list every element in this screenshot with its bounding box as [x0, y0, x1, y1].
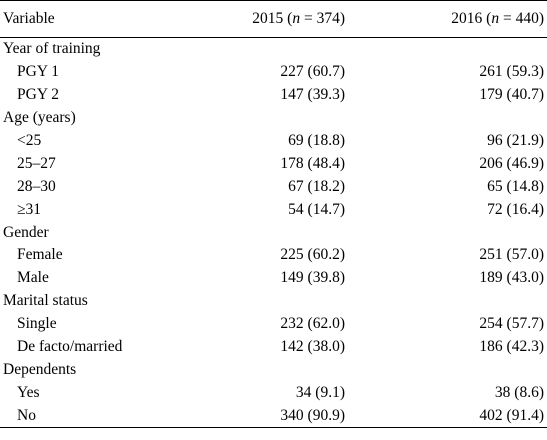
row-label: <25: [17, 132, 42, 149]
header-2016-count: = 440): [499, 10, 544, 27]
table-row: De facto/married 142 (38.0) 186 (42.3): [0, 336, 547, 359]
cell-2016: [351, 107, 547, 130]
row-label: Yes: [17, 383, 40, 401]
cell-2015: 340 (90.9): [223, 404, 351, 429]
cell-2016: [351, 290, 547, 313]
header-2016-n: n: [491, 10, 500, 27]
row-label: PGY 2: [17, 86, 60, 104]
table-row: <25 69 (18.8) 96 (21.9): [0, 130, 547, 153]
table-row: Female 225 (60.2) 251 (57.0): [0, 244, 547, 267]
row-label: No: [0, 404, 223, 429]
category-row: Age (years): [0, 107, 547, 130]
category-label: Marital status: [3, 292, 88, 310]
category-row: Gender: [0, 221, 547, 244]
row-label: Male: [17, 269, 49, 287]
cell-2016: [351, 358, 547, 381]
header-2015-count: = 374): [300, 10, 345, 27]
header-row: Variable 2015 (n = 374) 2016 (n = 440): [0, 0, 547, 38]
cell-2015: 227 (60.7): [280, 63, 345, 81]
cell-2016: 206 (46.9): [479, 154, 544, 172]
cell-2015: [223, 221, 351, 244]
header-variable: Variable: [0, 0, 223, 38]
table-body: Year of training PGY 1 227 (60.7) 261 (59.3…: [0, 38, 547, 429]
category-label: Year of training: [3, 40, 101, 58]
cell-2015: 225 (60.2): [280, 246, 345, 264]
cell-2015: [223, 38, 351, 61]
category-row: Year of training: [0, 38, 547, 61]
cell-2016: 251 (57.0): [479, 246, 544, 264]
row-label: PGY 1: [17, 63, 60, 81]
cell-2016: 261 (59.3): [479, 63, 544, 81]
header-2015-year: 2015 (: [252, 10, 293, 27]
table-row: Single 232 (62.0) 254 (57.7): [0, 313, 547, 336]
table-row: 28–30 67 (18.2) 65 (14.8): [0, 175, 547, 198]
table-row: PGY 1 227 (60.7) 261 (59.3): [0, 61, 547, 84]
table-header: Variable 2015 (n = 374) 2016 (n = 440): [0, 0, 547, 38]
cell-2015: 147 (39.3): [280, 86, 345, 104]
cell-2015: 34 (9.1): [295, 383, 345, 401]
row-label: Single: [17, 315, 57, 333]
cell-2015: [223, 107, 351, 130]
header-2015: 2015 (n = 374): [223, 0, 351, 38]
table-row: No 340 (90.9) 402 (91.4): [0, 404, 547, 429]
row-label: 28–30: [17, 177, 56, 195]
category-label: Age (years): [3, 109, 76, 127]
cell-2016: 96 (21.9): [487, 132, 544, 149]
cell-2016: [351, 221, 547, 244]
row-label: Female: [17, 246, 63, 264]
cell-2016: 254 (57.7): [479, 315, 544, 333]
category-label: Gender: [3, 223, 49, 241]
cell-2015: 142 (38.0): [280, 338, 345, 356]
cell-2016: 179 (40.7): [479, 86, 544, 104]
cell-2015: 69 (18.8): [288, 132, 345, 149]
cell-2016: 38 (8.6): [494, 383, 544, 401]
cell-2016: [351, 38, 547, 61]
cell-2015: 178 (48.4): [280, 154, 345, 172]
cell-2015: 54 (14.7): [288, 200, 345, 218]
table-row: Male 149 (39.8) 189 (43.0): [0, 267, 547, 290]
cell-2016: 189 (43.0): [479, 269, 544, 287]
cell-2016: 65 (14.8): [487, 177, 544, 195]
row-label: De facto/married: [17, 338, 123, 356]
table-row: ≥31 54 (14.7) 72 (16.4): [0, 198, 547, 221]
cell-2015: [223, 290, 351, 313]
demographics-table: Variable 2015 (n = 374) 2016 (n = 440) Y…: [0, 0, 547, 429]
cell-2015: 232 (62.0): [280, 315, 345, 333]
row-label: ≥31: [17, 200, 42, 218]
cell-2015: 67 (18.2): [288, 177, 345, 195]
category-row: Dependents: [0, 358, 547, 381]
table-row: Yes 34 (9.1) 38 (8.6): [0, 381, 547, 404]
category-label: Dependents: [3, 360, 77, 378]
cell-2015: 149 (39.8): [280, 269, 345, 287]
row-label: 25–27: [17, 154, 56, 172]
cell-2016: 72 (16.4): [487, 200, 544, 218]
category-row: Marital status: [0, 290, 547, 313]
table-row: 25–27 178 (48.4) 206 (46.9): [0, 152, 547, 175]
cell-2016: 186 (42.3): [479, 338, 544, 356]
cell-2015: [223, 358, 351, 381]
table-row: PGY 2 147 (39.3) 179 (40.7): [0, 84, 547, 107]
header-2016-year: 2016 (: [451, 10, 492, 27]
cell-2016: 402 (91.4): [351, 404, 547, 429]
header-2016: 2016 (n = 440): [351, 0, 547, 38]
header-2015-n: n: [292, 10, 301, 27]
